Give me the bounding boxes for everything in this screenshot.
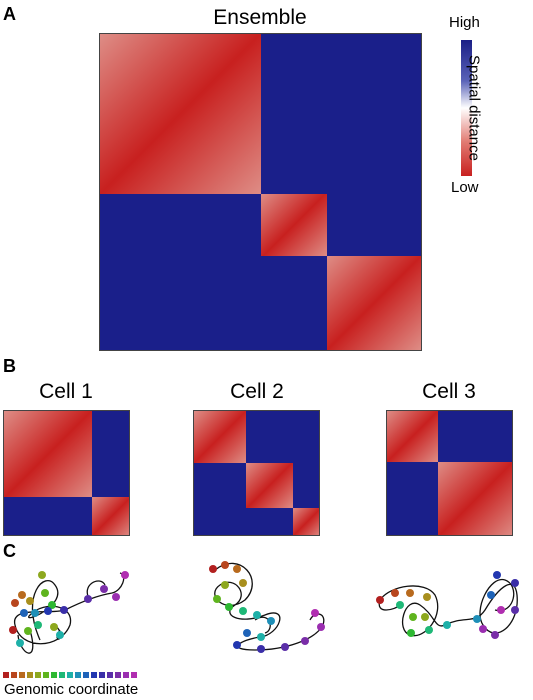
genomic-coordinate-swatch: [59, 672, 65, 678]
cell-3-heatmap: [386, 410, 513, 536]
panel-label-b: B: [3, 356, 16, 376]
ensemble-domain-1: [100, 34, 261, 194]
ensemble-heatmap: [99, 33, 422, 351]
cell-1-domain-2: [92, 497, 129, 535]
ensemble-domain-2: [261, 194, 327, 256]
genomic-coordinate-swatch: [19, 672, 25, 678]
colorbar-high-label: High: [449, 14, 480, 31]
genomic-coordinate-swatch: [51, 672, 57, 678]
ensemble-title: Ensemble: [213, 6, 307, 29]
cell-3-domain-1: [387, 411, 438, 462]
genomic-coordinate-swatch: [115, 672, 121, 678]
cell-2-title: Cell 2: [230, 380, 284, 403]
genomic-coordinate-swatch: [11, 672, 17, 678]
colorbar-title: Spatial distance: [465, 55, 483, 161]
genomic-coordinate-swatch: [43, 672, 49, 678]
genomic-coordinate-swatch: [27, 672, 33, 678]
cell-3-title: Cell 3: [422, 380, 476, 403]
colorbar-low-label: Low: [451, 179, 479, 196]
cell-2-heatmap: [193, 410, 320, 536]
genomic-coordinate-swatch: [131, 672, 137, 678]
genomic-coordinate-colorbar: [3, 672, 137, 678]
cell-1-domain-1: [4, 411, 92, 497]
genomic-coordinate-swatch: [35, 672, 41, 678]
cell-2-domain-2: [246, 463, 293, 508]
cell-3-domain-2: [438, 462, 512, 535]
genomic-coordinate-swatch: [3, 672, 9, 678]
cell-2-chromatin-trajectory: [209, 561, 325, 653]
genomic-coordinate-swatch: [75, 672, 81, 678]
genomic-coordinate-swatch: [91, 672, 97, 678]
cell-2-domain-1: [194, 411, 246, 463]
cell-3-chromatin-trajectory: [376, 571, 519, 639]
genomic-coordinate-swatch: [107, 672, 113, 678]
genomic-coordinate-swatch: [83, 672, 89, 678]
cell-1-heatmap: [3, 410, 130, 536]
genomic-coordinate-swatch: [67, 672, 73, 678]
cell-2-domain-3: [293, 508, 319, 535]
genomic-coordinate-swatch: [123, 672, 129, 678]
colorbar: [461, 40, 472, 176]
genomic-coordinate-label: Genomic coordinate: [4, 681, 139, 698]
ensemble-domain-3: [327, 256, 421, 350]
cell-1-chromatin-trajectory: [9, 571, 129, 654]
genomic-coordinate-swatch: [99, 672, 105, 678]
cell-1-title: Cell 1: [39, 380, 93, 403]
panel-label-c: C: [3, 541, 16, 561]
panel-label-a: A: [3, 4, 16, 24]
